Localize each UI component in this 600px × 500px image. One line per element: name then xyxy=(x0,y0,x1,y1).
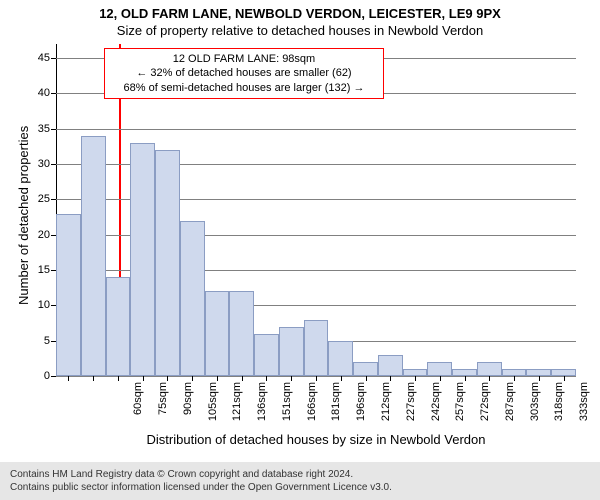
x-axis-label: Distribution of detached houses by size … xyxy=(56,432,576,447)
y-axis-label: Number of detached properties xyxy=(16,126,31,305)
y-tick-mark xyxy=(51,93,56,94)
x-tick-mark xyxy=(118,376,119,381)
histogram-bar xyxy=(551,369,576,376)
y-tick-mark xyxy=(51,129,56,130)
histogram-bar xyxy=(378,355,403,376)
x-tick-mark xyxy=(341,376,342,381)
histogram-bar xyxy=(279,327,304,376)
histogram-bar xyxy=(427,362,452,376)
x-tick-mark xyxy=(316,376,317,381)
footer: Contains HM Land Registry data © Crown c… xyxy=(0,462,600,500)
x-tick-mark xyxy=(390,376,391,381)
x-tick-mark xyxy=(564,376,565,381)
y-tick-mark xyxy=(51,58,56,59)
histogram-bar xyxy=(304,320,329,377)
x-tick-mark xyxy=(291,376,292,381)
x-tick-label: 333sqm xyxy=(578,382,590,442)
x-tick-mark xyxy=(68,376,69,381)
chart-title-main: 12, OLD FARM LANE, NEWBOLD VERDON, LEICE… xyxy=(0,0,600,21)
histogram-bar xyxy=(502,369,527,376)
x-tick-mark xyxy=(93,376,94,381)
annotation-line-2: ← 32% of detached houses are smaller (62… xyxy=(111,66,377,80)
gridline xyxy=(56,129,576,130)
histogram-bar xyxy=(328,341,353,376)
chart-container: 12, OLD FARM LANE, NEWBOLD VERDON, LEICE… xyxy=(0,0,600,500)
x-tick-mark xyxy=(415,376,416,381)
x-tick-mark xyxy=(465,376,466,381)
histogram-bar xyxy=(452,369,477,376)
histogram-bar xyxy=(254,334,279,376)
histogram-bar xyxy=(180,221,205,376)
x-tick-mark xyxy=(167,376,168,381)
x-tick-mark xyxy=(366,376,367,381)
annotation-box: 12 OLD FARM LANE: 98sqm ← 32% of detache… xyxy=(104,48,384,99)
x-tick-mark xyxy=(489,376,490,381)
annotation-line-3: 68% of semi-detached houses are larger (… xyxy=(111,81,377,95)
histogram-bar xyxy=(353,362,378,376)
histogram-bar xyxy=(155,150,180,376)
histogram-bar xyxy=(56,214,81,376)
histogram-bar xyxy=(81,136,106,376)
histogram-bar xyxy=(205,291,230,376)
histogram-bar xyxy=(403,369,428,376)
chart-title-sub: Size of property relative to detached ho… xyxy=(0,21,600,38)
x-tick-mark xyxy=(192,376,193,381)
x-tick-mark xyxy=(143,376,144,381)
histogram-bar xyxy=(477,362,502,376)
histogram-bar xyxy=(106,277,131,376)
x-tick-mark xyxy=(242,376,243,381)
footer-line-2: Contains public sector information licen… xyxy=(10,481,590,494)
x-tick-mark xyxy=(266,376,267,381)
x-tick-mark xyxy=(514,376,515,381)
x-tick-mark xyxy=(539,376,540,381)
footer-line-1: Contains HM Land Registry data © Crown c… xyxy=(10,468,590,481)
annotation-line-1: 12 OLD FARM LANE: 98sqm xyxy=(111,52,377,66)
histogram-bar xyxy=(130,143,155,376)
histogram-bar xyxy=(526,369,551,376)
y-tick-mark xyxy=(51,164,56,165)
y-tick-mark xyxy=(51,376,56,377)
histogram-bar xyxy=(229,291,254,376)
y-tick-mark xyxy=(51,199,56,200)
x-tick-mark xyxy=(440,376,441,381)
x-tick-mark xyxy=(217,376,218,381)
